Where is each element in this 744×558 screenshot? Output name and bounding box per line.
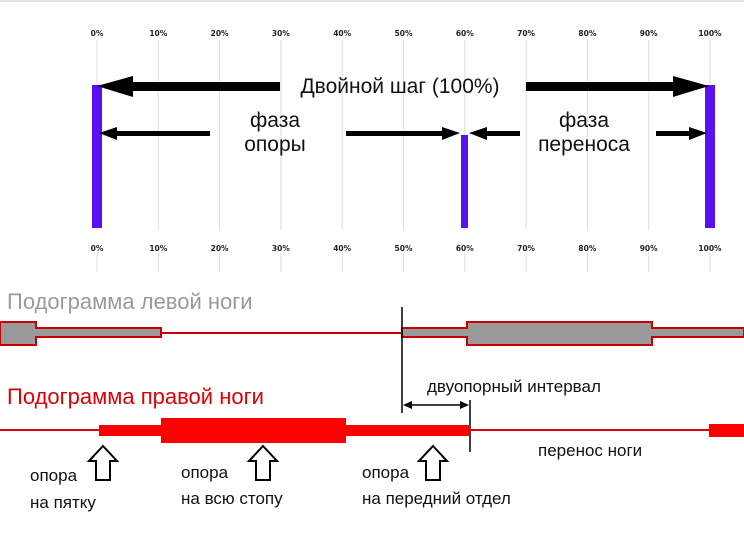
swing-phase-label-line1: фаза: [559, 109, 609, 132]
tick-label-top: 20%: [211, 29, 229, 38]
marker-0-percent: [92, 85, 102, 228]
tick-label-bottom: 0%: [91, 244, 104, 253]
tick-label-top: 70%: [517, 29, 535, 38]
tick-label-top: 90%: [640, 29, 658, 38]
tick-label-top: 80%: [578, 29, 596, 38]
heel-support-label-line2: на пятку: [30, 493, 96, 512]
whole-foot-support-label-line1: опора: [181, 463, 229, 482]
tick-label-bottom: 10%: [149, 244, 167, 253]
tick-label-bottom: 80%: [578, 244, 596, 253]
tick-label-top: 60%: [456, 29, 474, 38]
tick-label-bottom: 20%: [211, 244, 229, 253]
forefoot-support-label-line2: на передний отдел: [362, 489, 511, 508]
tick-label-bottom: 100%: [698, 244, 722, 253]
tick-label-bottom: 60%: [456, 244, 474, 253]
tick-label-top: 40%: [333, 29, 351, 38]
tick-labels-bottom: 0% 10% 20% 30% 40% 50% 60% 70% 80% 90% 100%: [91, 244, 722, 253]
tick-label-top: 50%: [395, 29, 413, 38]
forefoot-up-arrow: [416, 444, 450, 481]
tick-label-top: 30%: [272, 29, 290, 38]
double-step-label: Двойной шаг (100%): [300, 75, 499, 98]
tick-label-bottom: 70%: [517, 244, 535, 253]
tick-label-top: 0%: [91, 29, 104, 38]
tick-label-bottom: 50%: [395, 244, 413, 253]
forefoot-support-label-line1: опора: [362, 463, 410, 482]
right-foot-title: Подограмма правой ноги: [7, 384, 264, 409]
double-step-arrow: [97, 76, 709, 97]
swing-leg-label: перенос ноги: [538, 441, 642, 460]
heel-up-arrow: [86, 444, 120, 481]
marker-60-percent: [461, 135, 468, 228]
whole-foot-support-label-line2: на всю стопу: [181, 489, 283, 508]
double-support-arrow: [403, 401, 469, 409]
marker-100-percent: [705, 85, 715, 228]
tick-label-top: 100%: [698, 29, 722, 38]
tick-label-bottom: 90%: [640, 244, 658, 253]
stance-phase-arrow: [99, 127, 460, 140]
tick-label-bottom: 30%: [272, 244, 290, 253]
swing-phase-arrow: [469, 127, 707, 140]
whole-foot-up-arrow: [246, 444, 280, 481]
double-support-label: двуопорный интервал: [427, 377, 601, 396]
stance-phase-label-line1: фаза: [250, 109, 300, 132]
tick-labels-top: 0% 10% 20% 30% 40% 50% 60% 70% 80% 90% 100%: [91, 29, 722, 38]
tick-label-bottom: 40%: [333, 244, 351, 253]
heel-support-label-line1: опора: [30, 466, 78, 485]
left-foot-podogram: [0, 321, 744, 346]
tick-label-top: 10%: [149, 29, 167, 38]
right-foot-podogram: [0, 418, 744, 443]
swing-phase-label-line2: переноса: [538, 133, 630, 156]
left-foot-title: Подограмма левой ноги: [7, 289, 253, 314]
stance-phase-label-line2: опоры: [244, 133, 306, 156]
